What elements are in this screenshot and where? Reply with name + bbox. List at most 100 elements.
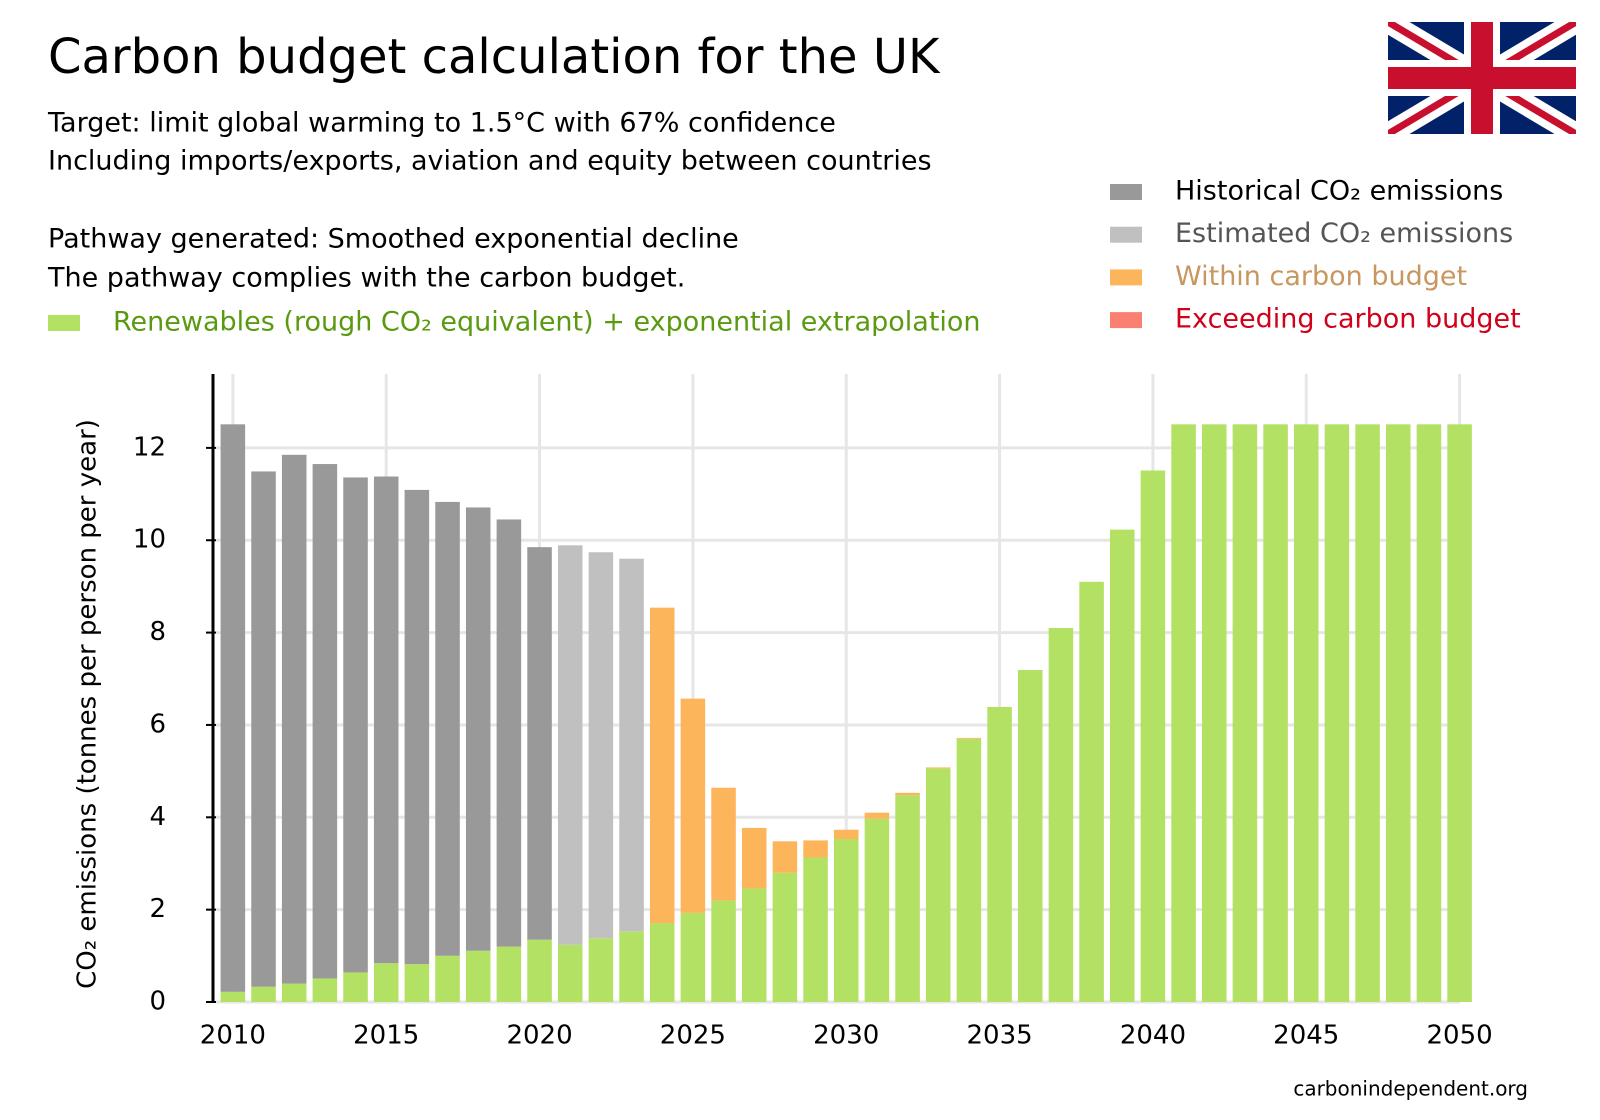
legend-label: Within carbon budget	[1175, 261, 1467, 292]
bar-segment	[925, 767, 951, 769]
bar-segment	[281, 454, 307, 984]
bar-segment	[741, 827, 767, 889]
bar-segment	[251, 986, 276, 1002]
x-tick-label: 2020	[506, 1021, 572, 1051]
bar-segment	[1171, 424, 1196, 1002]
bar-segment	[465, 507, 491, 951]
subtitle: The pathway complies with the carbon bud…	[47, 263, 685, 294]
bar-segment	[1079, 581, 1104, 1002]
flag	[1388, 22, 1576, 134]
bar-segment	[404, 489, 430, 965]
y-tick-label: 2	[149, 894, 166, 924]
bar-segment	[864, 818, 890, 1002]
legend-label: Estimated CO₂ emissions	[1175, 218, 1513, 249]
bar-segment	[956, 737, 982, 739]
legend-swatch	[1110, 312, 1142, 329]
x-tick-label: 2045	[1273, 1021, 1339, 1051]
x-tick-label: 2035	[966, 1021, 1032, 1051]
bar-segment	[1355, 424, 1380, 1002]
bar-segment	[925, 768, 951, 1002]
bar-segment	[741, 888, 767, 1002]
x-tick-label: 2050	[1427, 1021, 1493, 1051]
y-tick-label: 0	[149, 987, 166, 1017]
legend-swatch	[1110, 226, 1142, 243]
bar-segment	[619, 931, 644, 1002]
source: carbonindependent.org	[1293, 1077, 1528, 1101]
bar-segment	[220, 991, 246, 1002]
bar-segment	[465, 950, 491, 1002]
bar-segment	[435, 955, 460, 1002]
bar-segment	[496, 519, 522, 947]
x-tick-label: 2030	[813, 1021, 879, 1051]
bar-segment	[1109, 529, 1135, 1002]
bar-segment	[557, 944, 583, 1002]
y-axis-label: CO₂ emissions (tonnes per person per yea…	[73, 419, 103, 989]
bar-segment	[803, 857, 828, 1002]
bar-segment	[343, 972, 368, 1002]
bar-segment	[711, 787, 736, 901]
bar-segment	[588, 938, 614, 1002]
bar-segment	[649, 923, 675, 1002]
bar-segment	[527, 547, 552, 940]
legend-swatch	[1110, 269, 1142, 286]
x-tick-label: 2025	[660, 1021, 726, 1051]
bar-segment	[312, 978, 338, 1002]
bar-segment	[588, 552, 614, 939]
bar-segment	[772, 872, 798, 1002]
bar-segment	[803, 840, 828, 858]
subtitle: Including imports/exports, aviation and …	[48, 146, 932, 177]
bar-segment	[649, 607, 675, 924]
bar-segment	[772, 841, 798, 873]
y-tick-label: 10	[133, 525, 166, 555]
bar-segment	[680, 698, 706, 913]
subtitle: Pathway generated: Smoothed exponential …	[48, 224, 739, 255]
legend-label: Renewables (rough CO₂ equivalent) + expo…	[113, 307, 981, 338]
bar-segment	[833, 838, 859, 1002]
bar-segment	[1263, 424, 1288, 1002]
bar-segment	[1140, 470, 1166, 1003]
bar-segment	[251, 471, 276, 987]
bar-segment	[1385, 424, 1411, 1002]
bar-segment	[1201, 424, 1227, 1002]
x-tick-label: 2015	[353, 1021, 419, 1051]
bar-segment	[619, 558, 644, 932]
bar-segment	[1416, 424, 1442, 1002]
subtitle: Target: limit global warming to 1.5°C wi…	[47, 108, 836, 139]
bar-segment	[1017, 669, 1043, 1002]
legend-swatch	[48, 315, 80, 331]
bar-segment	[833, 829, 859, 839]
bar-segment	[680, 912, 706, 1002]
bar-segment	[404, 964, 430, 1002]
bar-segment	[895, 795, 920, 1002]
y-tick-label: 6	[149, 709, 166, 739]
y-tick-label: 4	[149, 802, 166, 832]
bar-segment	[220, 424, 246, 992]
bar-segment	[1447, 424, 1472, 1002]
bar-segment	[281, 983, 307, 1002]
chart-title: Carbon budget calculation for the UK	[48, 29, 941, 85]
bar-segment	[343, 477, 368, 973]
bar-segment	[312, 464, 338, 979]
bar-segment	[557, 545, 583, 945]
x-tick-label: 2040	[1120, 1021, 1186, 1051]
bar-segment	[373, 476, 399, 964]
y-tick-label: 8	[149, 617, 166, 647]
bar-segment	[1293, 424, 1319, 1002]
bar-segment	[956, 738, 982, 1002]
legend-swatch	[1110, 184, 1142, 200]
bar-segment	[864, 812, 890, 819]
bar-segment	[895, 792, 920, 796]
legend-label: Exceeding carbon budget	[1175, 304, 1521, 335]
bar-segment	[435, 501, 460, 956]
legend-label: Historical CO₂ emissions	[1175, 176, 1503, 207]
bar-segment	[1232, 424, 1258, 1002]
bar-segment	[987, 706, 1012, 1002]
bar-segment	[711, 900, 736, 1002]
bar-segment	[373, 963, 399, 1002]
bar-segment	[527, 939, 552, 1002]
bar-segment	[496, 946, 522, 1002]
x-tick-label: 2010	[200, 1021, 266, 1051]
bar-segment	[1324, 424, 1350, 1002]
y-tick-label: 12	[133, 432, 166, 462]
